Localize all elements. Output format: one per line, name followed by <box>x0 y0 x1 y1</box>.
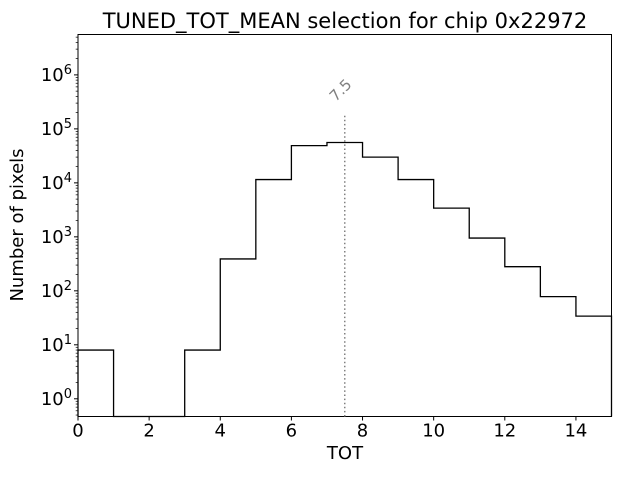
y-axis-label: Number of pixels <box>7 148 28 301</box>
x-tick-label: 12 <box>493 421 516 442</box>
x-tick-label: 14 <box>564 421 587 442</box>
x-axis-tick-labels: 0 2 4 6 8 10 12 14 <box>72 421 587 442</box>
y-tick-label: 106 <box>41 63 72 86</box>
y-tick-label: 104 <box>41 171 72 194</box>
x-axis-label: TOT <box>326 443 364 464</box>
y-tick-label: 102 <box>41 279 72 302</box>
y-tick-label: 103 <box>41 225 72 248</box>
x-axis-major-ticks <box>77 416 577 421</box>
x-tick-label: 2 <box>143 421 154 442</box>
histogram-step-line <box>77 141 613 418</box>
y-axis-major-ticks <box>74 74 78 400</box>
x-tick-label: 8 <box>357 421 368 442</box>
x-tick-label: 4 <box>215 421 226 442</box>
y-axis-tick-labels: 100 101 102 103 104 105 106 <box>41 63 72 410</box>
x-tick-label: 6 <box>286 421 297 442</box>
x-tick-label: 0 <box>72 421 83 442</box>
x-tick-label: 10 <box>422 421 445 442</box>
y-tick-label: 101 <box>41 333 72 356</box>
y-tick-label: 100 <box>41 387 72 410</box>
chart-title: TUNED_TOT_MEAN selection for chip 0x2297… <box>102 9 588 34</box>
y-tick-label: 105 <box>41 117 72 140</box>
